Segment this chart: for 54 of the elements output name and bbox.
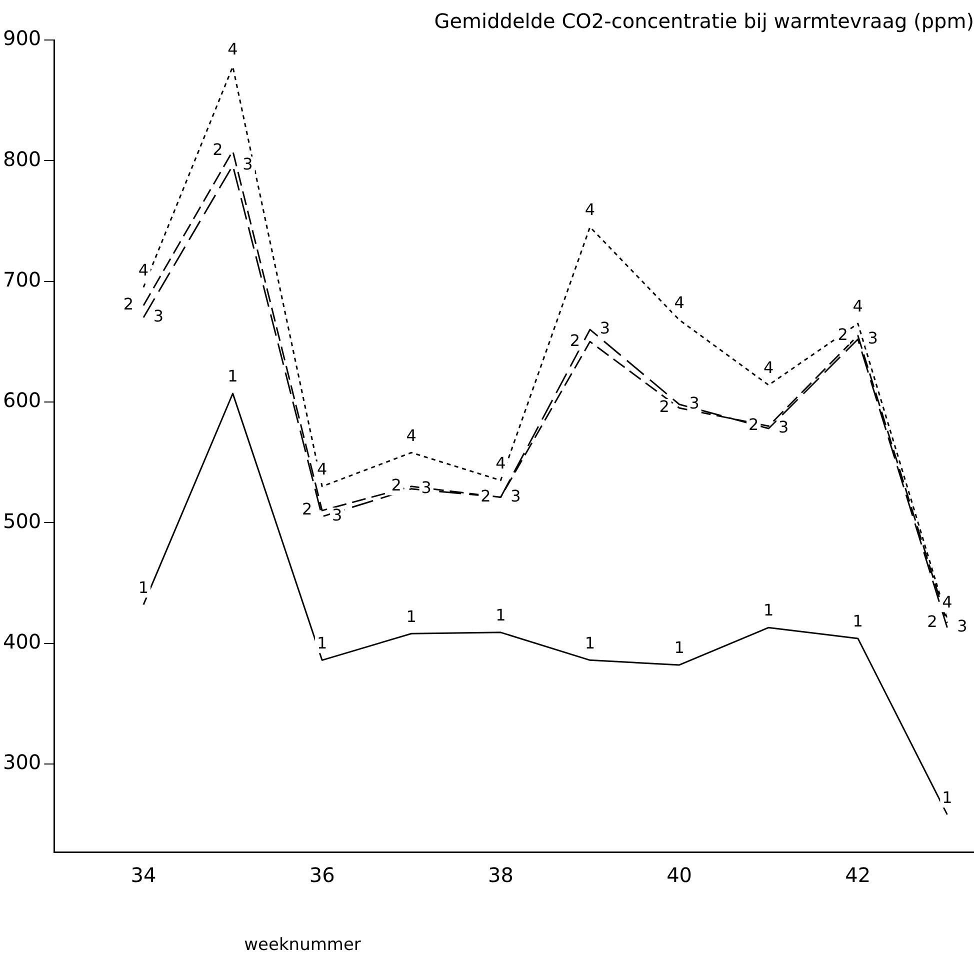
text: 1 [942,788,952,807]
text: 2 [391,476,402,495]
text: 3 [778,418,789,437]
text: 1 [764,600,774,620]
text: 3 [242,154,253,174]
text: 1 [138,578,149,597]
text: 1 [406,606,416,626]
text: 1 [674,638,684,658]
text: 3 [153,306,164,326]
y-tick-label: 900 [2,26,42,50]
text: 2 [212,140,223,160]
series-label: 4 [942,592,952,612]
series-label: 1 [316,633,328,652]
text: 3 [332,506,342,525]
text: 3 [421,478,432,497]
text: 2 [748,415,759,434]
y-tick-label: 500 [2,508,42,533]
text: 4 [406,426,416,445]
text: 1 [496,606,506,625]
text: 4 [674,293,684,312]
text: 3 [689,394,700,413]
series-label: 3 [600,318,610,338]
y-tick-label: 700 [2,268,42,292]
chart-title: Gemiddelde CO2-concentratie bij warmtevraag (ppm) [434,9,974,33]
y-tick-label: 400 [2,629,42,654]
text: 2 [570,330,580,350]
text: 3 [510,486,521,506]
y-tick-label: 300 [2,750,42,774]
x-tick-label: 40 [666,863,692,888]
text: 4 [852,296,863,316]
x-tick-label: 42 [845,863,871,888]
text: 2 [927,612,938,631]
text: 2 [659,397,670,416]
x-tick-label: 38 [488,863,514,888]
text: 4 [228,40,238,59]
y-tick-label: 800 [2,146,42,171]
text: 2 [838,324,848,344]
text: 4 [316,460,328,479]
text: 3 [868,328,878,348]
text: 1 [584,633,596,652]
text: 4 [496,454,506,473]
text: 2 [123,294,134,314]
text: 4 [138,260,149,280]
text: 3 [957,616,968,636]
x-axis-title: weeknummer [244,935,361,955]
text: 1 [228,366,238,386]
text: 4 [584,200,596,220]
series-label: 2 [480,486,491,506]
text: 4 [764,358,774,378]
y-tick-label: 600 [2,388,42,412]
text: 1 [852,612,863,631]
x-tick-label: 36 [309,863,335,888]
text: 2 [302,500,312,519]
x-tick-label: 34 [130,863,156,888]
